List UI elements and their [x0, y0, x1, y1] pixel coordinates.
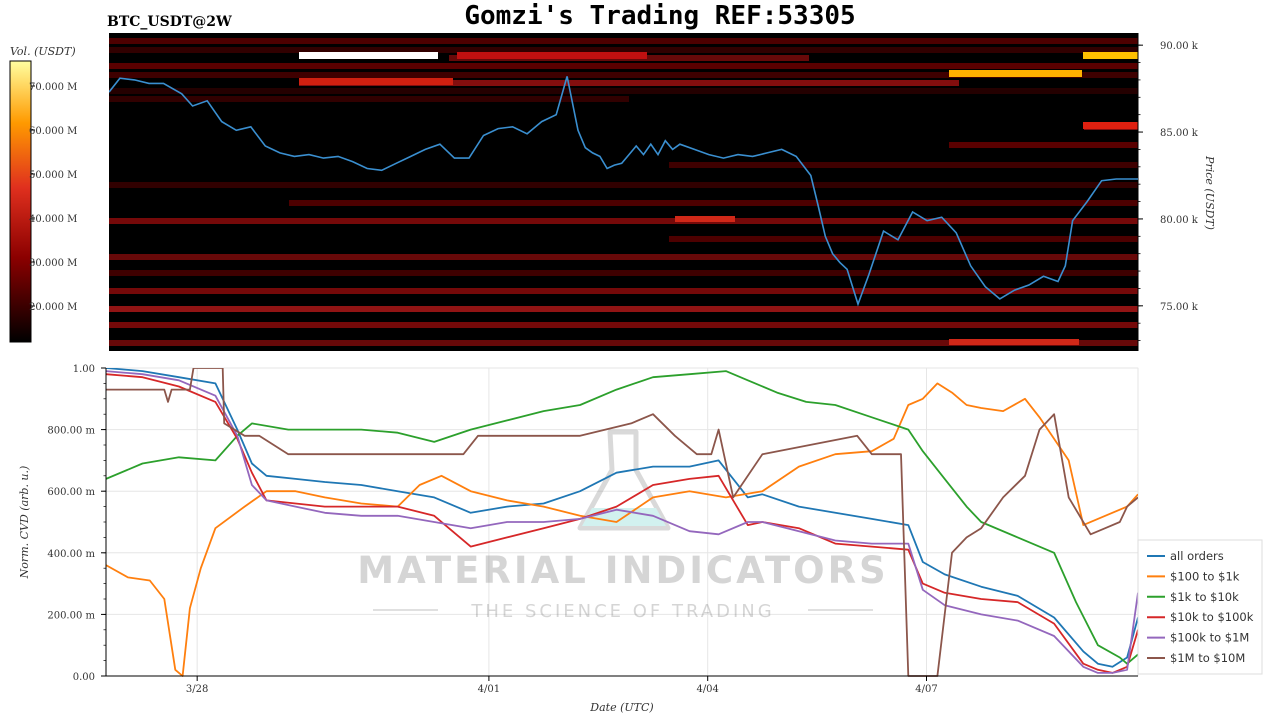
cvd-x-tick-label: 3/28: [186, 684, 208, 695]
price-axis-label: Price (USDT): [1203, 155, 1216, 230]
colorbar-tick-label: 20.000 M: [29, 302, 77, 313]
price-tick-label: 75.00 k: [1160, 302, 1199, 313]
colorbar-tick-label: 60.000 M: [29, 126, 77, 137]
cvd-series-line: [106, 368, 1138, 668]
liquidity-wall: [1083, 52, 1138, 59]
watermark-tagline: THE SCIENCE OF TRADING: [470, 601, 774, 622]
cvd-series-line: [106, 373, 1138, 674]
cvd-y-tick-label: 0.00: [73, 672, 95, 683]
legend-entry: $1k to $10k: [1170, 590, 1239, 604]
liquidity-wall: [299, 52, 438, 59]
liquidity-wall: [675, 216, 735, 222]
legend-entry: all orders: [1170, 549, 1224, 563]
price-line: [109, 76, 1138, 307]
cvd-x-tick-label: 4/01: [478, 684, 500, 695]
cvd-y-tick-label: 200.00 m: [47, 610, 95, 621]
cvd-y-tick-label: 600.00 m: [47, 487, 95, 498]
cvd-panel: [105, 367, 1139, 677]
price-tick-label: 80.00 k: [1160, 215, 1199, 226]
cvd-x-tick-label: 4/07: [915, 684, 937, 695]
cvd-x-axis-label: Date (UTC): [589, 701, 653, 714]
cvd-series-line: [106, 368, 1138, 677]
cvd-y-tick-label: 1.00: [73, 364, 95, 375]
chart-title: Gomzi's Trading REF:53305: [464, 1, 855, 31]
cvd-series-line: [106, 370, 1138, 674]
colorbar-tick-label: 70.000 M: [29, 82, 77, 93]
cvd-y-tick-label: 400.00 m: [47, 549, 95, 560]
pair-label: BTC_USDT@2W: [107, 14, 232, 30]
watermark-brand: MATERIAL INDICATORS: [357, 549, 888, 592]
liquidity-wall: [949, 70, 1082, 77]
price-tick-label: 90.00 k: [1160, 41, 1199, 52]
legend: all orders $100 to $1k $1k to $10k $10k to …: [1137, 539, 1263, 675]
cvd-y-tick-label: 800.00 m: [47, 426, 95, 437]
liquidity-wall: [457, 52, 647, 59]
liquidity-wall: [299, 78, 453, 85]
watermark: MATERIAL INDICATORS THE SCIENCE OF TRADI…: [357, 429, 888, 622]
legend-entry: $100 to $1k: [1170, 569, 1240, 583]
liquidity-wall: [949, 339, 1079, 345]
colorbar-tick-label: 50.000 M: [29, 170, 77, 181]
colorbar-tick-label: 40.000 M: [29, 214, 77, 225]
legend-entry: $10k to $100k: [1170, 610, 1254, 624]
cvd-x-tick-label: 4/04: [696, 684, 718, 695]
cvd-series-line: [106, 370, 1138, 665]
colorbar-label: Vol. (USDT): [10, 45, 76, 58]
flask-icon: [577, 429, 671, 531]
price-tick-label: 85.00 k: [1160, 128, 1199, 139]
cvd-series-line: [106, 382, 1138, 677]
legend-entry: $100k to $1M: [1170, 631, 1249, 645]
liquidity-wall: [1083, 122, 1138, 129]
cvd-y-axis-label: Norm. CVD (arb. u.): [18, 466, 31, 580]
colorbar-tick-label: 30.000 M: [29, 258, 77, 269]
legend-entry: $1M to $10M: [1170, 651, 1245, 665]
colorbar: [9, 60, 32, 343]
